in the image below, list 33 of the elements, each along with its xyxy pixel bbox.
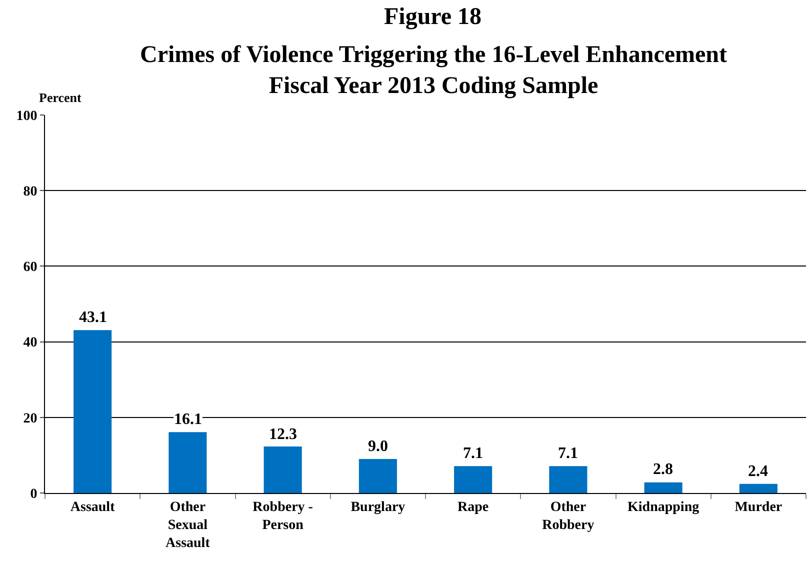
bar [74,330,112,493]
bar [264,446,302,493]
x-tick-label: Other Sexual Assault [166,500,210,552]
x-tick-label: Murder [734,500,782,515]
bar [739,484,778,493]
bar [454,466,492,493]
y-tick-label: 0 [30,486,38,502]
y-tick-label: 100 [16,108,38,124]
data-label: 7.1 [463,445,483,462]
bar [358,458,397,493]
bar [168,432,207,493]
y-tick-label: 20 [23,411,38,426]
chart-title: Figure 18 [384,4,482,30]
y-axis-title: Percent [39,90,82,105]
data-label: 7.1 [558,445,578,462]
bar [644,482,682,493]
x-tick-label: Kidnapping [628,500,700,515]
x-tick-label: Assault [70,500,116,515]
data-label: 16.1 [174,411,202,428]
y-tick-label: 60 [23,260,38,276]
data-label: 2.4 [748,463,768,480]
x-tick-label: Robbery - Person [252,500,314,533]
data-label: 9.0 [368,438,388,455]
x-tick-label: Burglary [350,500,406,515]
x-tick-label: Other Robbery [542,500,594,533]
data-label: 43.1 [79,309,107,326]
data-label: 12.3 [269,426,297,443]
y-tick-label: 40 [23,336,38,351]
x-tick-label: Rape [457,500,489,515]
data-label: 2.8 [653,461,673,478]
chart-subtitle: Crimes of Violence Triggering the 16-Level Enhancement Fiscal Year 2013 Coding Sample [140,42,728,100]
bar [549,466,588,493]
y-tick-label: 80 [23,184,38,200]
